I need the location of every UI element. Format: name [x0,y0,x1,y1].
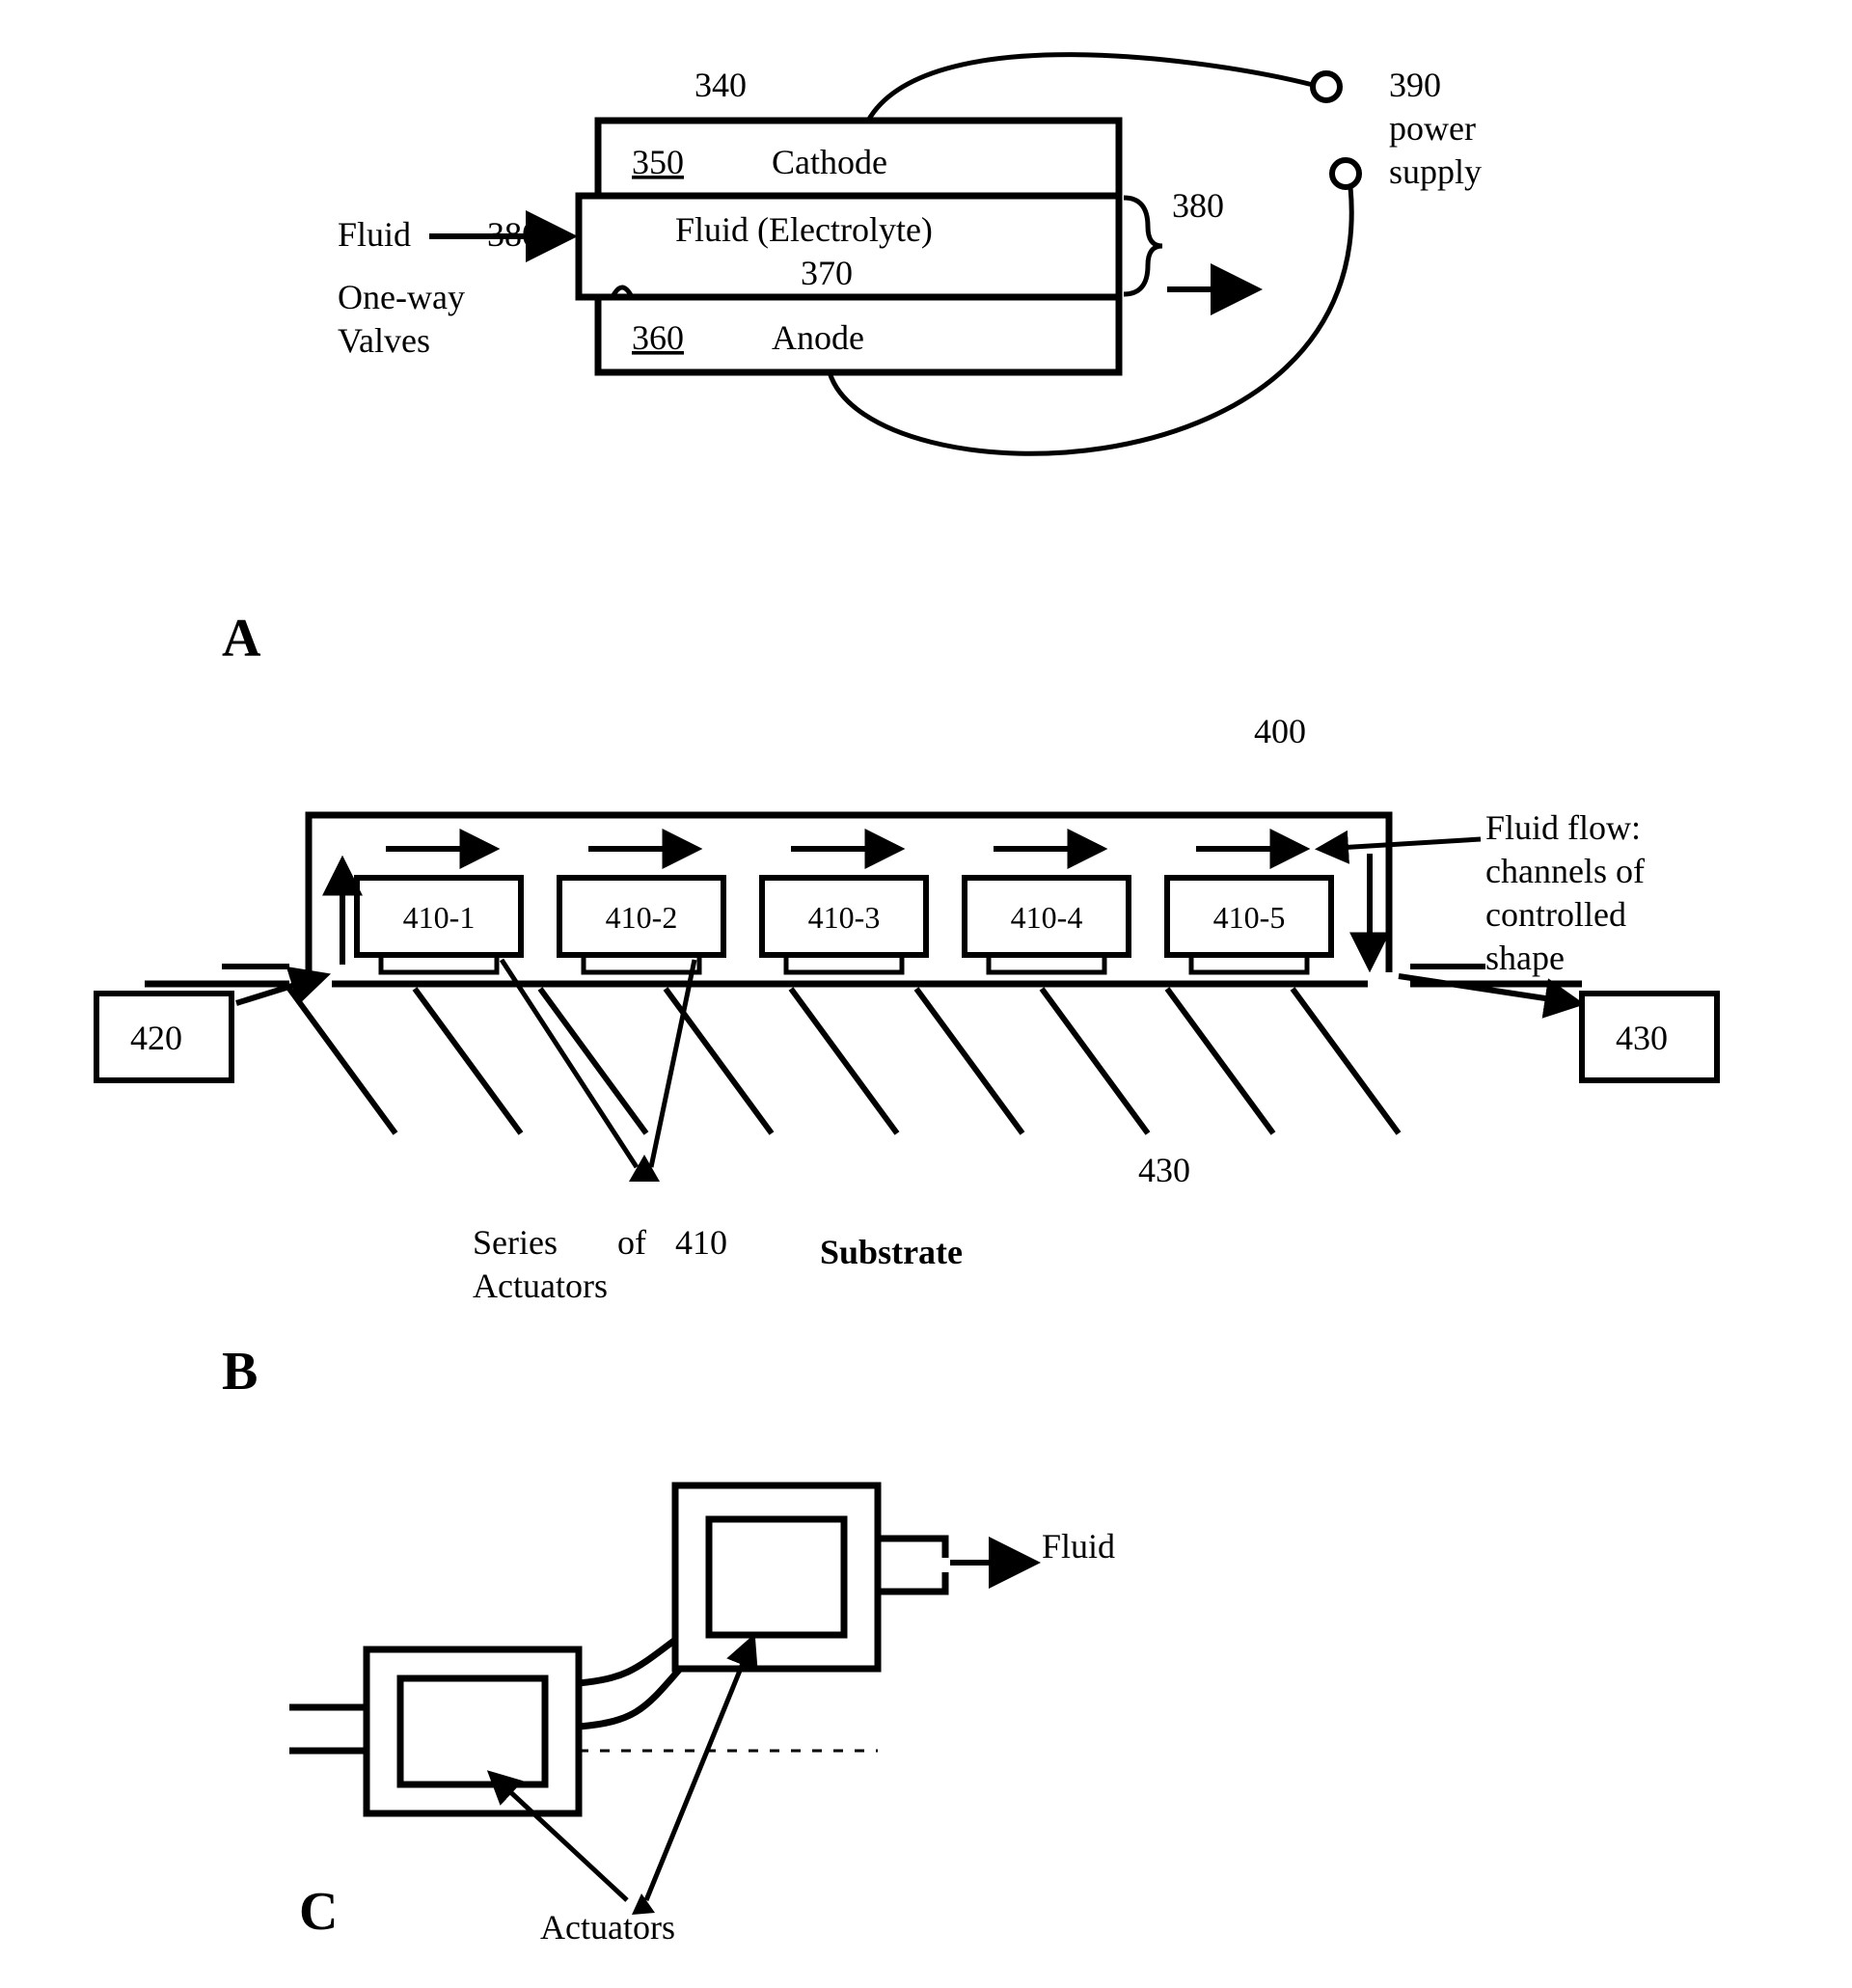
ff-pointer [1321,839,1481,849]
c-outlet [878,1539,945,1592]
label-380-right: 380 [1172,186,1224,225]
actuator-label: 410-4 [1011,900,1083,935]
c-channel-top [579,1640,675,1683]
panel-c: Fluid Actuators C [289,1485,1115,1947]
callout-line-2 [651,960,694,1167]
label-fluid-electrolyte: Fluid (Electrolyte) [675,210,933,249]
label-valves: Valves [338,321,430,360]
label-ff2: channels of [1485,852,1645,890]
label-series: Series [473,1223,558,1262]
label-c-actuators: Actuators [540,1908,675,1947]
panel-letter-b: B [222,1342,258,1402]
label-of: of [617,1223,646,1262]
label-supply: supply [1389,152,1482,191]
c-box-upper-inner [709,1519,844,1635]
terminal-top [1313,73,1340,100]
actuator-label: 410-3 [808,900,881,935]
panel-letter-a: A [222,609,261,668]
label-400: 400 [1254,712,1306,750]
label-actuators-b: Actuators [473,1266,608,1305]
actuator-label: 410-5 [1213,900,1286,935]
label-ff3: controlled [1485,895,1626,934]
outflow-arrow [1399,976,1577,1003]
label-420: 420 [130,1019,182,1057]
panel-a: 340 350 Cathode Fluid (Electrolyte) 370 … [222,55,1482,668]
c-callout-2 [646,1640,752,1900]
label-430-bottom: 430 [1138,1151,1190,1189]
wire-cathode [868,55,1313,121]
panel-letter-c: C [299,1882,338,1942]
label-340: 340 [694,66,747,104]
terminal-bottom [1332,160,1359,187]
label-360: 360 [632,318,684,357]
substrate-hatch [289,989,1399,1133]
label-410: 410 [675,1223,727,1262]
actuator-label: 410-1 [403,900,476,935]
panel-b: 400 410-1 410-2 410-3 410-4 410-5 420 430 Fl… [96,712,1717,1402]
brace-right [1124,198,1162,294]
label-430: 430 [1616,1019,1668,1057]
label-cathode: Cathode [772,143,887,181]
label-power: power [1389,109,1476,148]
label-fluid-left: Fluid [338,215,411,254]
c-callout-join [632,1893,655,1915]
label-ff4: shape [1485,939,1565,977]
actuator-label: 410-2 [606,900,678,935]
c-callout-1 [492,1775,627,1900]
label-anode: Anode [772,318,864,357]
callout-line-1 [502,960,637,1167]
label-350: 350 [632,143,684,181]
label-c-fluid: Fluid [1042,1527,1115,1566]
c-box-lower-inner [400,1678,545,1784]
label-390: 390 [1389,66,1441,104]
label-370: 370 [801,254,853,292]
actuator-row: 410-1 410-2 410-3 410-4 410-5 [357,878,1331,972]
c-channel-bot [579,1669,680,1727]
label-oneway: One-way [338,278,465,316]
label-substrate: Substrate [820,1233,963,1271]
label-ff1: Fluid flow: [1485,808,1641,847]
